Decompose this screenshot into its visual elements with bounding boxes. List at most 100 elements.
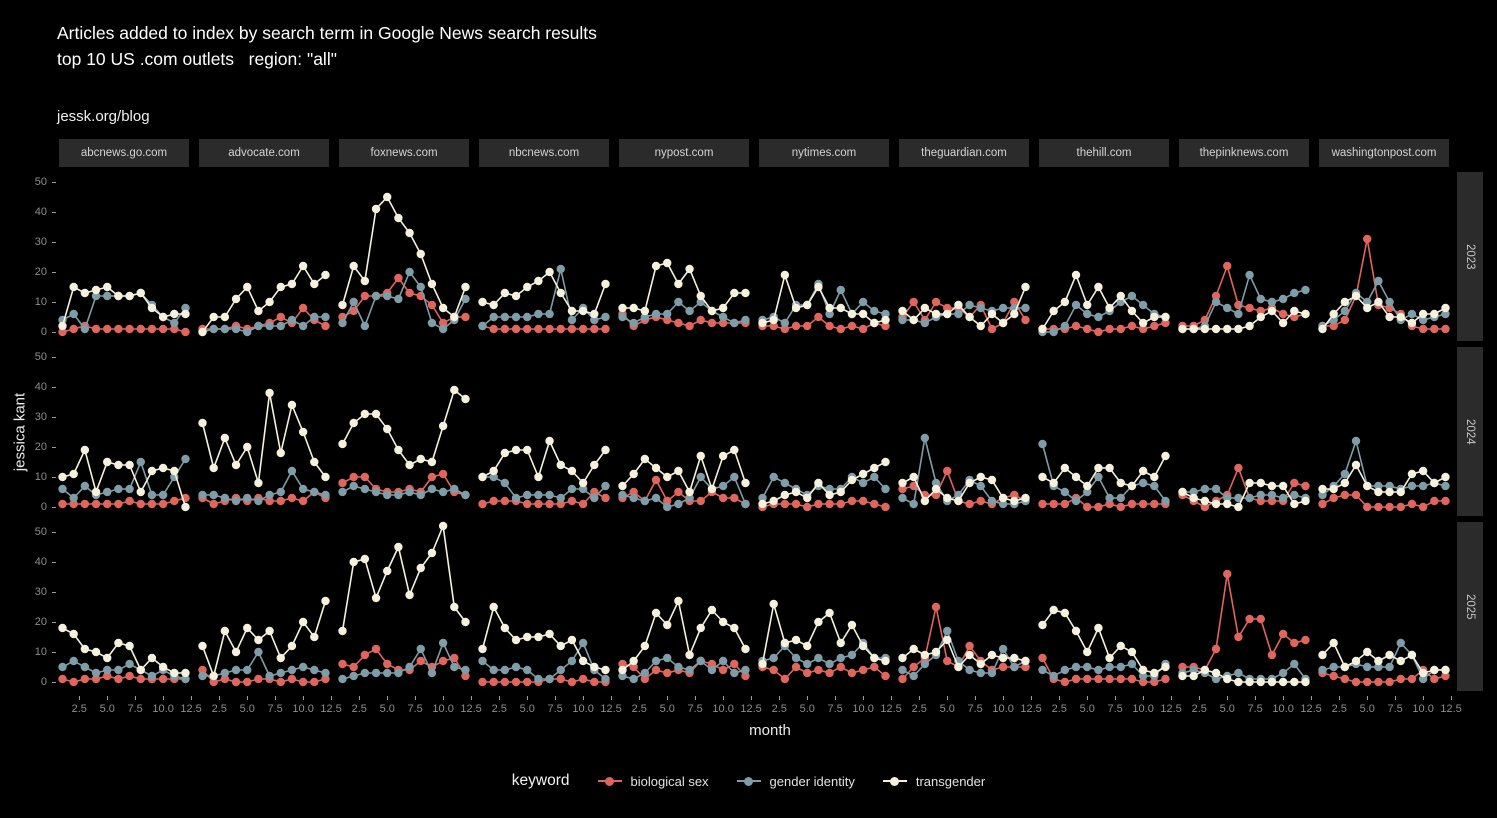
data-point	[1049, 605, 1058, 615]
data-point	[1138, 499, 1148, 509]
data-point	[825, 659, 834, 669]
data-point	[427, 279, 437, 289]
data-point	[147, 490, 157, 500]
data-point	[1150, 312, 1159, 322]
data-point	[545, 499, 554, 509]
data-point	[556, 264, 565, 274]
data-point	[578, 306, 588, 316]
facet-panel	[57, 171, 191, 342]
x-tick-mark	[219, 696, 221, 700]
data-point	[825, 484, 834, 494]
data-point	[1430, 665, 1439, 675]
data-point	[931, 297, 941, 307]
data-point	[629, 318, 638, 328]
facet-panel	[1037, 521, 1171, 692]
data-point	[1290, 312, 1299, 322]
data-point	[814, 653, 823, 663]
data-point	[814, 499, 823, 509]
data-point	[489, 300, 498, 310]
panel-plot-abcnews.go.com-2025	[58, 623, 190, 687]
data-point	[629, 662, 638, 672]
data-point	[931, 484, 941, 494]
data-point	[943, 493, 952, 503]
chart-title-line1: Articles added to index by search term i…	[57, 23, 597, 43]
data-point	[500, 478, 510, 488]
data-point	[58, 662, 67, 672]
data-point	[954, 496, 963, 506]
data-point	[1441, 481, 1450, 491]
data-point	[80, 662, 90, 672]
data-point	[298, 496, 308, 506]
data-point	[1385, 487, 1394, 497]
data-point	[825, 321, 834, 331]
data-point	[1021, 656, 1030, 666]
data-point	[858, 665, 868, 675]
data-point	[383, 192, 392, 202]
data-point	[1418, 502, 1428, 512]
data-point	[847, 620, 857, 630]
data-point	[298, 662, 308, 672]
data-point	[1021, 282, 1030, 292]
data-point	[1060, 665, 1070, 675]
panel-plot-foxnews.com-2023	[338, 192, 470, 334]
data-point	[881, 321, 890, 331]
x-axis-ticks: 2.5 5.0 7.5 10.0 12.5	[1317, 696, 1462, 726]
data-point	[976, 659, 985, 669]
data-point	[405, 487, 414, 497]
data-point	[1385, 312, 1394, 322]
data-point	[1278, 677, 1288, 687]
data-point	[1010, 662, 1019, 672]
x-tick-label: 10.0	[152, 703, 174, 715]
data-point	[847, 309, 857, 319]
facet-panel	[617, 346, 751, 517]
corner-spacer	[1457, 139, 1483, 167]
data-point	[438, 469, 448, 479]
data-point	[1351, 490, 1361, 500]
data-point	[511, 662, 521, 672]
data-point	[1301, 285, 1310, 295]
y-tick-mark	[52, 447, 56, 448]
y-tick-label: 10	[34, 471, 47, 483]
data-point	[1083, 309, 1092, 319]
data-point	[1094, 674, 1103, 684]
data-point	[663, 620, 672, 630]
x-tick-label: 7.5	[267, 703, 283, 715]
data-point	[338, 487, 347, 497]
data-point	[898, 493, 907, 503]
data-point	[629, 674, 638, 684]
data-point	[618, 671, 627, 681]
data-point	[1234, 309, 1243, 319]
data-point	[707, 665, 717, 675]
data-point	[1374, 502, 1383, 512]
data-point	[1116, 641, 1125, 651]
data-point	[601, 665, 610, 675]
data-point	[870, 499, 879, 509]
data-point	[769, 599, 778, 609]
panel-plot-nypost.com-2023	[618, 258, 750, 331]
data-point	[147, 671, 157, 681]
data-point	[601, 493, 610, 503]
data-point	[298, 617, 308, 627]
data-point	[629, 656, 638, 666]
series-line-transgender	[201, 392, 327, 484]
data-point	[1138, 677, 1148, 687]
x-tick-mark	[331, 696, 333, 700]
x-tick-label: 7.5	[1387, 703, 1403, 715]
data-point	[674, 279, 683, 289]
facet-panel	[757, 171, 891, 342]
data-point	[1150, 499, 1159, 509]
panel-plot-washingtonpost.com-2025	[1318, 638, 1450, 687]
x-tick-mark	[499, 696, 501, 700]
data-point	[360, 472, 370, 482]
data-point	[500, 324, 510, 334]
x-tick-mark	[275, 696, 277, 700]
data-point	[1340, 315, 1350, 325]
data-point	[590, 677, 599, 687]
data-point	[265, 671, 274, 681]
data-point	[158, 662, 168, 672]
data-point	[730, 668, 739, 678]
data-point	[500, 312, 510, 322]
data-point	[685, 650, 694, 660]
data-point	[758, 659, 767, 669]
data-point	[209, 499, 218, 509]
